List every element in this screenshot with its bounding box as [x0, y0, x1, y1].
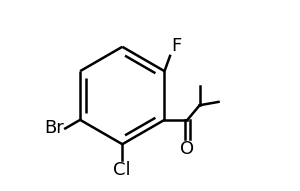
Text: Cl: Cl — [113, 161, 131, 179]
Text: Br: Br — [44, 119, 64, 138]
Text: F: F — [171, 37, 181, 55]
Text: O: O — [180, 140, 194, 158]
